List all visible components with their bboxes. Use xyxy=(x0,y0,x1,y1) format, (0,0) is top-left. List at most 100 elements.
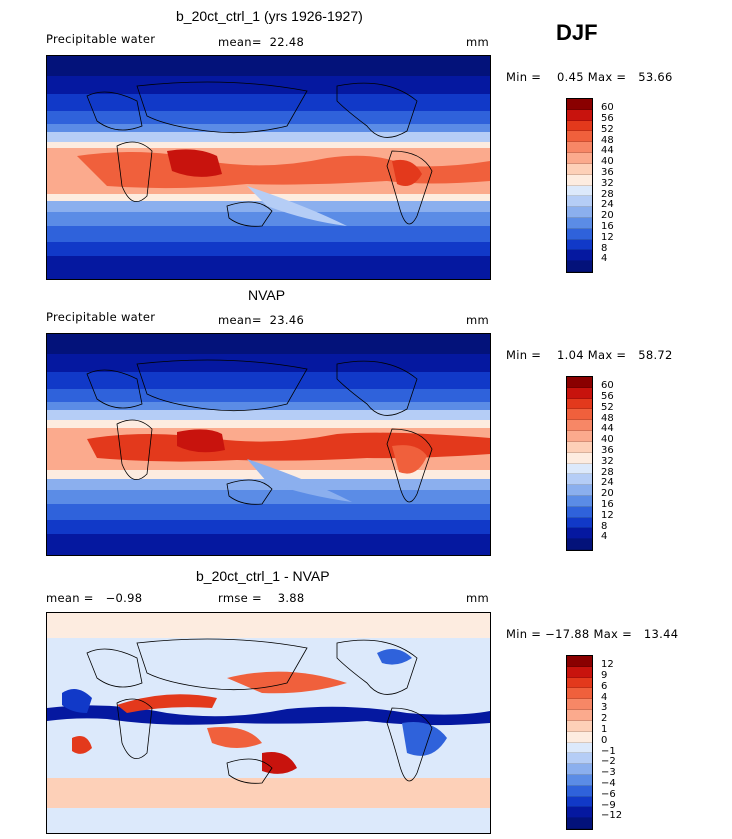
panel-1-mean-label: mean= 22.48 xyxy=(218,35,305,49)
panel-1-colorbar-tick: 44 xyxy=(601,145,614,156)
panel-3-colorbar-swatch xyxy=(567,785,592,797)
panel-3-colorbar-swatch xyxy=(567,688,592,700)
panel-2-colorbar-tick: 12 xyxy=(601,510,614,521)
panel-2-colorbar-swatch xyxy=(567,517,592,529)
panel-3-colorbar-swatch xyxy=(567,720,592,732)
panel-1-colorbar-tick: 52 xyxy=(601,124,614,135)
panel-3-units-label: mm xyxy=(466,591,490,605)
panel-3-colorbar-swatch xyxy=(567,731,592,743)
panel-2-map xyxy=(46,333,491,556)
panel-1-colorbar-swatch xyxy=(567,109,592,121)
panel-2-colorbar-tick: 36 xyxy=(601,445,614,456)
panel-2-colorbar-tick: 60 xyxy=(601,380,614,391)
panel-3-colorbar-tick: −6 xyxy=(601,789,616,800)
panel-1-colorbar-swatch xyxy=(567,120,592,132)
panel-2-colorbar-swatch xyxy=(567,398,592,410)
panel-2-colorbar-swatch xyxy=(567,506,592,518)
panel-3-rmse-label: rmse = 3.88 xyxy=(218,591,305,605)
panel-1-colorbar-swatch xyxy=(567,207,592,218)
panel-2-title: NVAP xyxy=(248,287,286,303)
panel-3-colorbar-tick: −1 xyxy=(601,746,616,757)
panel-3-colorbar-swatch xyxy=(567,677,592,689)
panel-3-colorbar-swatch xyxy=(567,666,592,678)
panel-1-colorbar-tick: 12 xyxy=(601,232,614,243)
panel-1-colorbar-swatch xyxy=(567,163,592,175)
panel-2-mean-label: mean= 23.46 xyxy=(218,313,305,327)
panel-2-colorbar-swatch xyxy=(567,485,592,496)
panel-2-colorbar-tick: 8 xyxy=(601,521,608,532)
panel-3-colorbar-swatch xyxy=(567,764,592,775)
panel-2-colorbar-swatch xyxy=(567,387,592,399)
panel-2-colorbar-tick: 52 xyxy=(601,402,614,413)
panel-1-colorbar-swatch xyxy=(567,142,592,154)
panel-2-range-label: Min = 1.04 Max = 58.72 xyxy=(506,348,673,362)
panel-1-colorbar-swatch xyxy=(567,228,592,240)
panel-3-range-label: Min = −17.88 Max = 13.44 xyxy=(506,627,679,641)
panel-3-map-field xyxy=(47,613,490,833)
panel-1-colorbar-tick: 60 xyxy=(601,102,614,113)
panel-3-colorbar-tick: −12 xyxy=(601,810,623,821)
panel-2-map-field xyxy=(47,334,490,555)
panel-1-colorbar-tick: 28 xyxy=(601,189,614,200)
panel-3-colorbar-swatch xyxy=(567,753,592,765)
panel-2-units-label: mm xyxy=(466,313,490,327)
panel-3-colorbar-tick: 1 xyxy=(601,724,608,735)
panel-1-colorbar-tick: 36 xyxy=(601,167,614,178)
panel-1-colorbar xyxy=(566,98,593,273)
panel-2-colorbar-swatch xyxy=(567,463,592,475)
panel-1-colorbar-swatch xyxy=(567,131,592,143)
panel-3-colorbar-tick: 2 xyxy=(601,713,608,724)
panel-1-colorbar-swatch xyxy=(567,99,592,110)
panel-1-variable-label: Precipitable water xyxy=(46,32,156,46)
panel-3-colorbar-swatch xyxy=(567,656,592,667)
panel-1-colorbar-swatch xyxy=(567,217,592,229)
panel-3-colorbar-swatch xyxy=(567,742,592,754)
panel-1-map xyxy=(46,55,491,280)
panel-3-colorbar-swatch xyxy=(567,807,592,819)
panel-2-colorbar-swatch xyxy=(567,431,592,442)
panel-1-colorbar-swatch xyxy=(567,174,592,186)
panel-3-colorbar-swatch xyxy=(567,796,592,808)
panel-2-colorbar-swatch xyxy=(567,539,592,550)
panel-3-colorbar xyxy=(566,655,593,830)
panel-1-colorbar-tick: 32 xyxy=(601,178,614,189)
panel-2-colorbar xyxy=(566,376,593,551)
panel-1-colorbar-tick: 16 xyxy=(601,221,614,232)
panel-1-colorbar-swatch xyxy=(567,250,592,262)
panel-1-map-field xyxy=(47,56,490,279)
panel-1-colorbar-swatch xyxy=(567,239,592,251)
panel-3-colorbar-tick: 6 xyxy=(601,681,608,692)
panel-1-colorbar-tick: 56 xyxy=(601,113,614,124)
panel-2-colorbar-tick: 32 xyxy=(601,456,614,467)
panel-3-colorbar-tick: −2 xyxy=(601,756,616,767)
panel-1-colorbar-swatch xyxy=(567,261,592,272)
panel-2-colorbar-swatch xyxy=(567,474,592,486)
panel-3-colorbar-tick: 3 xyxy=(601,702,608,713)
panel-2-colorbar-swatch xyxy=(567,452,592,464)
panel-2-colorbar-tick: 48 xyxy=(601,413,614,424)
panel-1-colorbar-tick: 40 xyxy=(601,156,614,167)
panel-3-colorbar-tick: 4 xyxy=(601,692,608,703)
panel-3-colorbar-tick: −3 xyxy=(601,767,616,778)
panel-3-colorbar-tick: −4 xyxy=(601,778,616,789)
panel-3-colorbar-swatch xyxy=(567,699,592,711)
panel-3-colorbar-swatch xyxy=(567,710,592,721)
season-label: DJF xyxy=(556,20,598,45)
panel-2-colorbar-tick: 20 xyxy=(601,488,614,499)
panel-2-colorbar-tick: 28 xyxy=(601,467,614,478)
panel-2-variable-label: Precipitable water xyxy=(46,310,156,324)
panel-3-map xyxy=(46,612,491,834)
panel-3-mean-label: mean = −0.98 xyxy=(46,591,143,605)
panel-3-colorbar-tick: 9 xyxy=(601,670,608,681)
panel-2-colorbar-tick: 4 xyxy=(601,531,608,542)
panel-1-colorbar-tick: 24 xyxy=(601,199,614,210)
panel-1-title: b_20ct_ctrl_1 (yrs 1926-1927) xyxy=(176,8,363,24)
panel-3-title: b_20ct_ctrl_1 - NVAP xyxy=(196,568,330,584)
panel-2-colorbar-tick: 56 xyxy=(601,391,614,402)
panel-3-colorbar-tick: 12 xyxy=(601,659,614,670)
panel-2-colorbar-tick: 24 xyxy=(601,477,614,488)
panel-2-colorbar-swatch xyxy=(567,377,592,388)
panel-1-units-label: mm xyxy=(466,35,490,49)
panel-2-colorbar-tick: 40 xyxy=(601,434,614,445)
panel-1-colorbar-swatch xyxy=(567,196,592,208)
